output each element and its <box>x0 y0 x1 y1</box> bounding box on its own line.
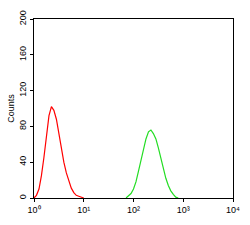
svg-text:Counts: Counts <box>6 94 16 123</box>
svg-text:80: 80 <box>18 120 28 130</box>
svg-text:10⁰: 10⁰ <box>27 205 40 215</box>
svg-text:0: 0 <box>18 194 28 199</box>
svg-text:10⁴: 10⁴ <box>226 205 240 215</box>
svg-text:160: 160 <box>18 46 28 61</box>
svg-text:10²: 10² <box>127 205 140 215</box>
svg-text:10¹: 10¹ <box>77 205 90 215</box>
svg-text:10³: 10³ <box>177 205 190 215</box>
svg-text:120: 120 <box>18 82 28 97</box>
svg-text:40: 40 <box>18 156 28 166</box>
svg-text:200: 200 <box>18 10 28 25</box>
